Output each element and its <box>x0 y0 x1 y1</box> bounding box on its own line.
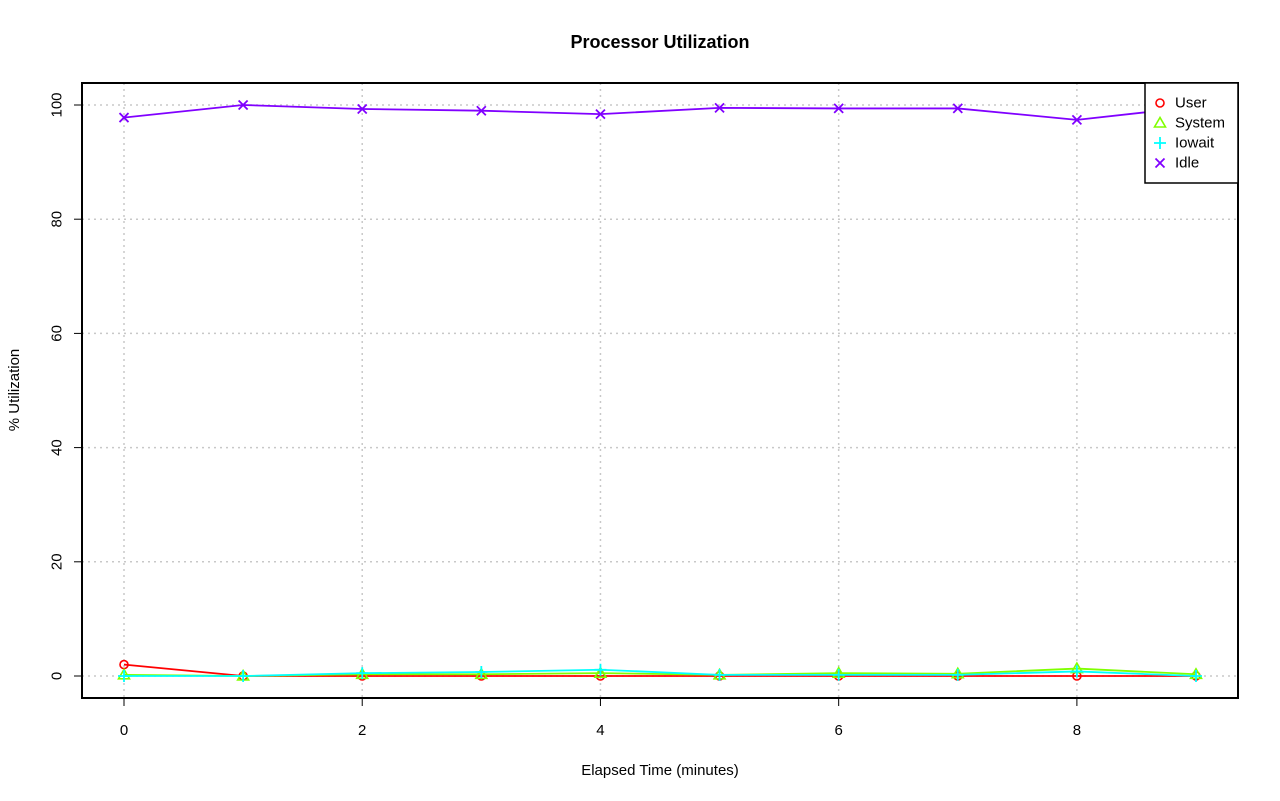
plot-border <box>81 82 1239 699</box>
x-tick-label: 2 <box>358 722 366 739</box>
y-axis-label: % Utilization <box>6 349 23 432</box>
data-point-iowait <box>1190 670 1202 682</box>
legend-symbol-system <box>1153 115 1167 128</box>
legend-symbol-iowait <box>1154 137 1166 149</box>
y-tick-label: 60 <box>49 325 66 342</box>
series-line-idle <box>123 104 1197 121</box>
data-point-iowait <box>951 668 964 681</box>
data-point-iowait <box>713 668 726 681</box>
data-point-idle <box>237 99 249 111</box>
legend-label-iowait: Iowait <box>1175 135 1215 152</box>
y-tick-label: 80 <box>49 211 66 228</box>
series-lines <box>117 99 1203 682</box>
legend-label-user: User <box>1175 95 1207 112</box>
series-idle <box>118 99 1202 125</box>
data-point-iowait <box>118 670 130 682</box>
data-point-system <box>593 666 608 678</box>
data-point-iowait <box>832 668 845 681</box>
x-axis-label: Elapsed Time (minutes) <box>581 762 739 779</box>
data-point-idle <box>1071 114 1083 125</box>
x-tick-label: 8 <box>1073 722 1081 739</box>
data-point-idle <box>357 103 368 115</box>
data-point-idle <box>714 102 725 113</box>
data-point-idle <box>118 112 130 123</box>
y-tick-label: 100 <box>49 92 66 117</box>
legend-label-system: System <box>1175 115 1225 132</box>
data-point-idle <box>476 105 487 116</box>
x-tick-label: 6 <box>834 722 842 739</box>
y-tick-label: 0 <box>49 672 66 680</box>
data-point-idle <box>952 103 963 114</box>
x-tick-label: 4 <box>596 722 604 739</box>
legend-label-idle: Idle <box>1175 155 1199 172</box>
legend: User System Iowait Idle <box>1144 82 1239 184</box>
data-point-idle <box>833 103 844 114</box>
data-point-iowait <box>594 663 607 676</box>
y-tick-label: 20 <box>49 553 66 570</box>
data-point-system <box>474 667 489 680</box>
x-tick-label: 0 <box>120 722 128 739</box>
legend-symbol-user <box>1155 98 1165 108</box>
data-point-iowait <box>475 666 488 679</box>
data-point-idle <box>595 108 606 120</box>
grid-lines <box>82 83 1238 698</box>
y-tick-label: 40 <box>49 439 66 456</box>
data-point-iowait <box>1070 665 1083 678</box>
data-point-iowait <box>237 670 250 682</box>
series-iowait <box>118 663 1202 682</box>
data-point-iowait <box>356 667 369 680</box>
legend-symbol-idle <box>1154 157 1166 169</box>
series-line-iowait <box>124 668 1197 677</box>
chart-title: Processor Utilization <box>570 32 749 52</box>
